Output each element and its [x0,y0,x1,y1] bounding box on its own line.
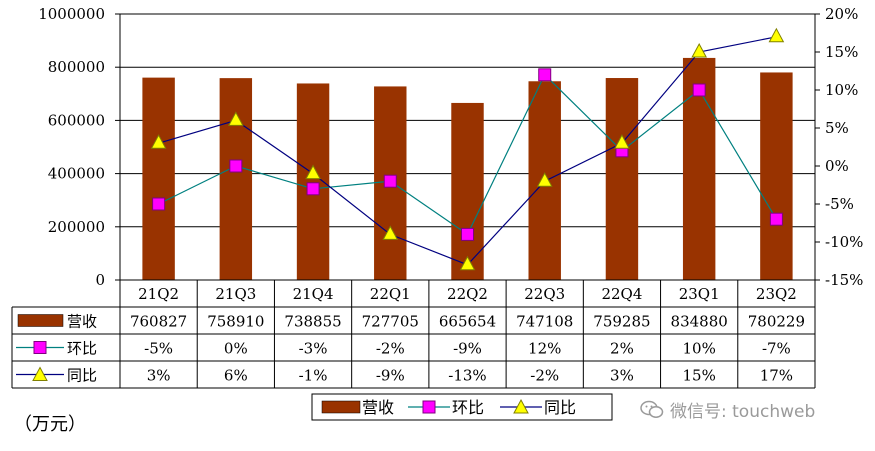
x-category-label: 23Q1 [679,285,720,303]
legend: 营收 环比 同比 [311,393,613,421]
bar-revenue-22Q4 [605,78,639,281]
y-right-tick-label: 20% [825,5,858,23]
legend-swatch-revenue [321,400,361,414]
x-category-label: 21Q4 [293,285,334,303]
watermark-text: 微信号: touchweb [670,402,816,422]
y-right-tick-label: -10% [825,233,863,251]
x-category-label: 23Q2 [756,285,797,303]
x-category-label: 22Q2 [447,285,488,303]
x-category-label: 21Q2 [138,285,179,303]
bar-revenue-22Q2 [451,102,484,280]
y-right-tick-label: 10% [825,81,858,99]
x-category-label: 22Q1 [370,285,411,303]
table-cell-revenue: 727705 [362,313,419,331]
y-right-tick-label: -5% [825,195,854,213]
table-cell-yoy: -2% [530,367,559,385]
legend-label-revenue: 营收 [362,398,394,417]
table-cell-qoq: -7% [762,340,791,358]
y-left-tick-label: 200000 [48,218,105,236]
marker-qoq-22Q2 [461,227,474,241]
marker-qoq-23Q2 [769,212,783,226]
table-cell-qoq: 2% [610,340,634,358]
x-category-label: 22Q4 [601,285,642,303]
table-cell-yoy: 6% [224,367,248,385]
table-cell-revenue: 780229 [748,313,805,331]
marker-qoq-21Q3 [229,159,243,173]
y-right-tick-label: 5% [825,119,849,137]
unit-label: （万元） [14,414,86,435]
table-cell-yoy: -13% [448,367,486,385]
y-left-tick-label: 600000 [48,111,105,129]
table-cell-revenue: 738855 [284,313,341,331]
table-cell-qoq: 12% [528,340,561,358]
table-cell-revenue: 758910 [207,313,264,331]
table-key-qoq [33,341,47,354]
marker-qoq-22Q3 [538,68,552,82]
table-cell-revenue: 759285 [593,313,650,331]
table-cell-qoq: -9% [453,340,482,358]
bar-revenue-21Q2 [142,77,175,280]
table-cell-qoq: 10% [682,340,715,358]
y-left-tick-label: 800000 [48,58,105,76]
table-header-yoy: 同比 [67,367,97,385]
marker-qoq-22Q1 [383,174,397,188]
bar-revenue-21Q4 [296,83,330,280]
legend-label-yoy: 同比 [544,398,576,417]
table-cell-revenue: 834880 [671,313,728,331]
table-cell-revenue: 747108 [516,313,573,331]
table-cell-yoy: 3% [147,367,171,385]
legend-label-qoq: 环比 [452,398,484,417]
y-right-tick-label: 0% [825,157,849,175]
table-cell-revenue: 665654 [439,313,496,331]
table-cell-qoq: -5% [144,340,173,358]
plot-area [119,13,816,281]
marker-qoq-21Q4 [306,182,320,196]
y-left-tick-label: 1000000 [38,5,105,23]
table-cell-yoy: 15% [682,367,715,385]
marker-yoy-23Q2 [768,28,784,43]
y-right-tick-label: -15% [825,271,863,289]
table-header-revenue: 营收 [67,313,97,331]
wechat-icon [640,400,664,418]
marker-qoq-21Q2 [152,197,166,211]
table-cell-yoy: 17% [760,367,793,385]
bar-revenue-23Q2 [760,72,793,281]
table-cell-yoy: 3% [610,367,634,385]
table-header-qoq: 环比 [67,340,97,358]
watermark: 微信号: touchweb [640,397,815,422]
x-category-label: 22Q3 [524,285,565,303]
table-cell-qoq: -2% [376,340,405,358]
table-cell-qoq: 0% [224,340,248,358]
table-cell-yoy: -9% [376,367,405,385]
y-left-tick-label: 0 [95,271,105,289]
y-right-tick-label: 15% [825,43,858,61]
bar-revenue-21Q3 [219,78,253,280]
x-category-label: 21Q3 [215,285,256,303]
legend-marker-qoq [422,400,436,414]
table-key-revenue [17,314,64,327]
table-cell-qoq: -3% [299,340,328,358]
y-left-tick-label: 400000 [48,165,105,183]
table-cell-yoy: -1% [299,367,328,385]
table-cell-revenue: 760827 [130,313,187,331]
marker-qoq-23Q1 [692,83,706,97]
